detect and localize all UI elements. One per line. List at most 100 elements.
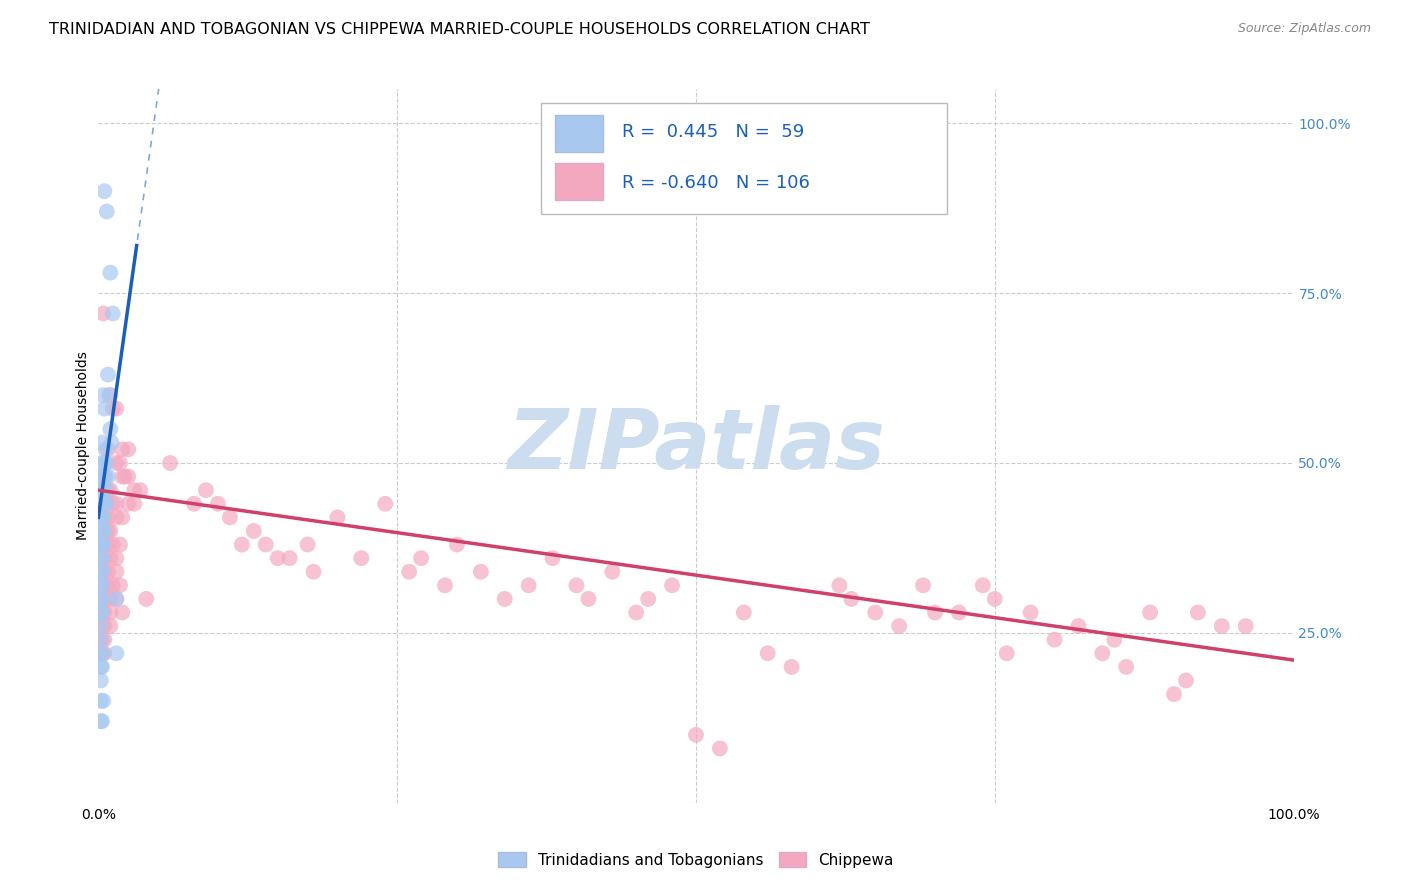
Point	[91, 469, 114, 483]
Point	[1019, 606, 1042, 620]
Point	[93, 619, 115, 633]
Point	[98, 551, 122, 566]
Point	[911, 578, 934, 592]
Point	[231, 537, 253, 551]
Point	[924, 606, 946, 620]
Point	[91, 483, 114, 498]
Point	[1211, 619, 1233, 633]
Point	[135, 591, 157, 606]
Point	[93, 469, 115, 483]
Point	[124, 497, 146, 511]
Point	[183, 497, 205, 511]
Legend: Trinidadians and Tobagonians, Chippewa: Trinidadians and Tobagonians, Chippewa	[492, 846, 900, 873]
Point	[1234, 619, 1257, 633]
Point	[111, 442, 134, 457]
Point	[91, 660, 114, 674]
Point	[1104, 632, 1126, 647]
Point	[105, 565, 128, 579]
Point	[91, 591, 114, 606]
Point	[90, 524, 112, 538]
Point	[297, 537, 319, 551]
Point	[434, 578, 457, 592]
Point	[90, 660, 112, 674]
Point	[90, 694, 112, 708]
Point	[100, 435, 122, 450]
Point	[111, 469, 134, 483]
Point	[114, 469, 136, 483]
Point	[91, 565, 114, 579]
Point	[105, 401, 128, 416]
Point	[93, 184, 115, 198]
Point	[995, 646, 1018, 660]
Point	[90, 714, 112, 729]
Point	[93, 646, 115, 660]
Point	[105, 591, 128, 606]
Point	[470, 565, 492, 579]
Point	[602, 565, 624, 579]
Point	[578, 591, 600, 606]
Point	[97, 578, 120, 592]
Point	[97, 565, 120, 579]
Point	[91, 565, 114, 579]
Point	[91, 537, 114, 551]
Point	[219, 510, 242, 524]
Point	[756, 646, 779, 660]
Point	[661, 578, 683, 592]
Point	[350, 551, 373, 566]
Point	[93, 524, 115, 538]
Point	[326, 510, 349, 524]
Point	[1115, 660, 1137, 674]
Point	[105, 510, 128, 524]
Point	[98, 422, 122, 436]
Point	[91, 510, 114, 524]
Point	[91, 510, 114, 524]
Point	[105, 591, 128, 606]
Point	[93, 565, 115, 579]
Point	[97, 524, 120, 538]
Text: R = -0.640   N = 106: R = -0.640 N = 106	[621, 175, 810, 193]
Point	[98, 483, 122, 498]
Point	[541, 551, 564, 566]
Point	[98, 606, 122, 620]
FancyBboxPatch shape	[555, 115, 603, 152]
Point	[278, 551, 301, 566]
Point	[108, 578, 131, 592]
Point	[124, 483, 146, 498]
Point	[90, 606, 112, 620]
Point	[101, 306, 124, 320]
Text: R =  0.445   N =  59: R = 0.445 N = 59	[621, 123, 804, 141]
Point	[972, 578, 994, 592]
Point	[267, 551, 290, 566]
Point	[948, 606, 970, 620]
Point	[565, 578, 588, 592]
Point	[398, 565, 420, 579]
Point	[685, 728, 707, 742]
Point	[374, 497, 396, 511]
Point	[207, 497, 229, 511]
Point	[91, 694, 114, 708]
Point	[98, 591, 122, 606]
Point	[889, 619, 911, 633]
Point	[97, 442, 120, 457]
Point	[91, 578, 114, 592]
Point	[91, 619, 114, 633]
Point	[93, 524, 115, 538]
Point	[98, 619, 122, 633]
Point	[101, 537, 124, 551]
Point	[159, 456, 181, 470]
Point	[1187, 606, 1209, 620]
Point	[97, 469, 120, 483]
Point	[90, 565, 112, 579]
Text: ZIPatlas: ZIPatlas	[508, 406, 884, 486]
Point	[101, 401, 124, 416]
Point	[494, 591, 516, 606]
Point	[90, 537, 112, 551]
Point	[97, 510, 120, 524]
Point	[91, 606, 114, 620]
Point	[90, 619, 112, 633]
Point	[90, 632, 112, 647]
Point	[91, 497, 114, 511]
Point	[96, 497, 118, 511]
Point	[93, 510, 115, 524]
Point	[828, 578, 851, 592]
